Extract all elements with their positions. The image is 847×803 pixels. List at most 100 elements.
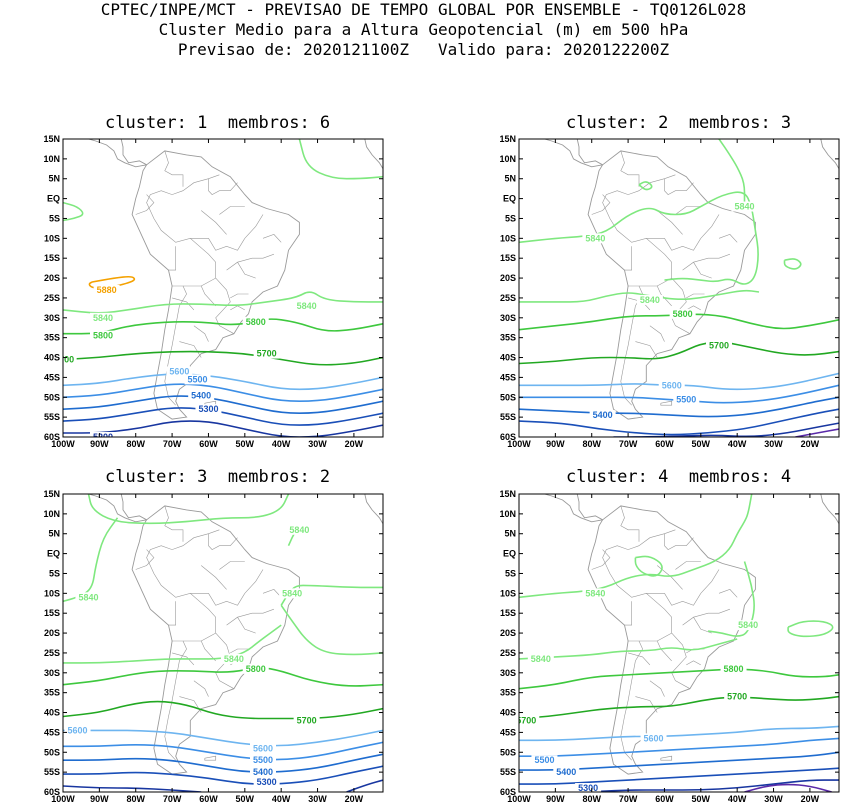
coastline-sa xyxy=(131,150,300,420)
border-line xyxy=(230,648,249,654)
contour-label-bg xyxy=(253,348,280,359)
contour-5840 xyxy=(280,584,383,606)
lat-label: EQ xyxy=(503,549,516,559)
falklands-outline xyxy=(204,755,217,761)
contour-label-5500: 5500 xyxy=(188,374,208,384)
contour-label-bg xyxy=(253,777,280,788)
lon-label: 20W xyxy=(345,439,364,449)
contour-label-5840: 5840 xyxy=(224,654,244,664)
panel-title-cluster-4: cluster: 4 membros: 4 xyxy=(566,467,792,487)
border-line xyxy=(172,652,195,666)
border-line xyxy=(591,194,611,215)
contour-label-bg xyxy=(63,354,77,365)
contour-5200 xyxy=(346,779,383,792)
lon-label: 70W xyxy=(619,794,638,803)
contour-label-bg xyxy=(242,663,269,674)
coastline-ca xyxy=(88,139,147,168)
lat-label: 25S xyxy=(44,648,60,658)
contour-label-bg xyxy=(575,783,602,792)
border-line xyxy=(208,533,238,550)
contour-5500 xyxy=(63,383,383,403)
contour-5300 xyxy=(519,767,839,785)
lon-label: 40W xyxy=(272,794,291,803)
border-line xyxy=(671,277,691,334)
map-frame xyxy=(518,493,840,793)
lon-label: 20W xyxy=(801,794,820,803)
lat-label: 30S xyxy=(44,313,60,323)
contour-label-bg xyxy=(706,340,732,351)
lat-label: 10S xyxy=(44,233,60,243)
title-line-2: Cluster Medio para a Altura Geopotencial… xyxy=(158,20,689,39)
border-line xyxy=(635,341,658,358)
page-title: CPTEC/INPE/MCT - PREVISAO DE TEMPO GLOBA… xyxy=(0,0,847,60)
coastline-sa xyxy=(587,150,756,420)
lat-label: 35S xyxy=(500,333,516,343)
lon-label: 60W xyxy=(199,439,218,449)
title-line-1: CPTEC/INPE/MCT - PREVISAO DE TEMPO GLOBA… xyxy=(100,0,747,19)
contour-label-bg xyxy=(582,588,609,599)
lon-label: 30W xyxy=(308,439,327,449)
lat-label: 5S xyxy=(49,568,60,578)
border-line xyxy=(244,214,264,239)
border-line xyxy=(620,505,640,542)
contour-label-5700: 5700 xyxy=(709,341,729,351)
border-line xyxy=(657,210,683,235)
border-line xyxy=(219,561,245,570)
contour-label-bg xyxy=(658,380,685,391)
lat-label: 5N xyxy=(48,529,60,539)
contour-label-5600: 5600 xyxy=(169,366,189,376)
contour-label-5800: 5800 xyxy=(246,317,266,327)
contour-5500 xyxy=(519,737,839,758)
border-line xyxy=(230,305,245,311)
contour-label-5840: 5840 xyxy=(297,301,317,311)
border-line xyxy=(215,277,235,334)
lat-label: EQ xyxy=(47,549,60,559)
border-line xyxy=(657,565,683,590)
border-line xyxy=(628,652,651,666)
lon-label: 20W xyxy=(345,794,364,803)
contour-5500 xyxy=(519,384,839,404)
contour-label-5800: 5800 xyxy=(673,309,693,319)
border-line xyxy=(230,293,249,299)
lat-label: 50S xyxy=(500,747,516,757)
lat-label: 35S xyxy=(44,333,60,343)
lat-label: 15S xyxy=(44,608,60,618)
lat-label: 35S xyxy=(500,688,516,698)
contour-5840 xyxy=(63,624,282,664)
lon-label: 100W xyxy=(507,439,531,449)
contour-label-5700: 5700 xyxy=(516,715,536,725)
border-line xyxy=(664,178,694,195)
border-line xyxy=(675,206,701,215)
coastline-ca xyxy=(544,494,603,523)
border-line xyxy=(682,253,731,271)
border-line xyxy=(135,194,155,215)
contour-label-bg xyxy=(195,404,222,415)
border-line xyxy=(664,533,694,550)
contour-5840 xyxy=(634,555,663,577)
border-line xyxy=(664,593,702,606)
border-line xyxy=(682,608,731,626)
contour-label-5840: 5840 xyxy=(734,202,754,212)
contour-label-bg xyxy=(90,432,116,437)
border-line xyxy=(686,305,701,311)
contour-label-5400: 5400 xyxy=(191,390,211,400)
contour-5200 xyxy=(584,779,839,792)
lon-label: 60W xyxy=(655,439,674,449)
lat-label: 50S xyxy=(500,392,516,402)
contour-label-bg xyxy=(589,410,616,421)
contour-label-bg xyxy=(250,767,276,778)
contour-5700 xyxy=(63,700,383,720)
lat-label: 45S xyxy=(44,372,60,382)
lat-label: 20S xyxy=(44,273,60,283)
lat-label: 20S xyxy=(500,628,516,638)
border-line xyxy=(686,293,705,299)
lon-label: 40W xyxy=(728,794,747,803)
contour-label-5600: 5600 xyxy=(68,725,88,735)
lon-label: 30W xyxy=(308,794,327,803)
contour-label-bg xyxy=(250,755,276,766)
contour-5500 xyxy=(63,741,383,761)
contour-label-5840: 5840 xyxy=(78,592,98,602)
lat-label: 10N xyxy=(43,154,60,164)
contour-label-5840: 5840 xyxy=(93,313,113,323)
